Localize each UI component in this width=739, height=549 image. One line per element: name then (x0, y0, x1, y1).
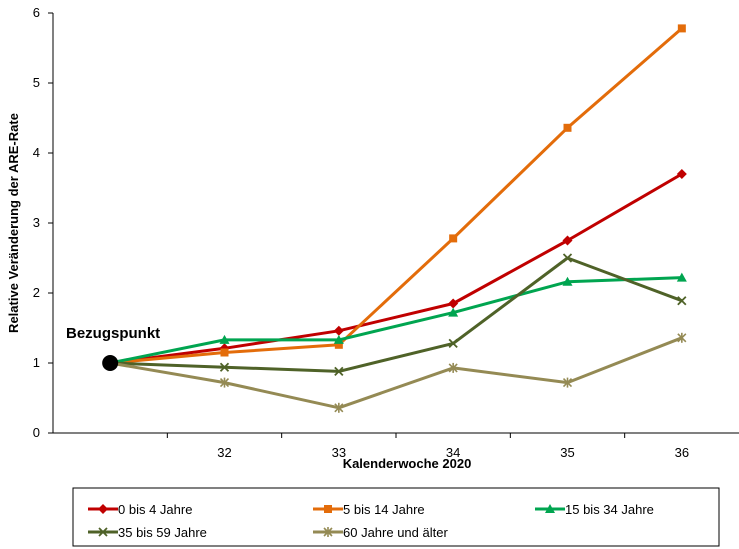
legend-label: 5 bis 14 Jahre (343, 502, 425, 517)
x-tick-label: 35 (560, 445, 574, 460)
series-line (109, 172, 683, 365)
reference-point-layer (102, 355, 119, 371)
legend-swatch-marker (98, 527, 108, 537)
data-point (448, 362, 458, 373)
legend-item: 60 Jahre und älter (313, 525, 448, 540)
series-line (109, 336, 683, 410)
legend-label: 60 Jahre und älter (343, 525, 448, 540)
data-point (219, 362, 230, 372)
data-point (677, 24, 686, 33)
data-point (562, 235, 573, 246)
data-point (220, 348, 229, 357)
series-line (109, 276, 682, 365)
legend-label: 35 bis 59 Jahre (118, 525, 207, 540)
x-axis-title: Kalenderwoche 2020 (343, 456, 472, 471)
legend-box (72, 487, 720, 547)
x-tick-label: 32 (217, 445, 231, 460)
legend-label: 0 bis 4 Jahre (118, 502, 192, 517)
data-point (448, 338, 458, 349)
y-tick-label: 1 (33, 355, 40, 370)
data-point (676, 169, 687, 179)
data-point (562, 377, 573, 388)
reference-point-marker (102, 355, 119, 371)
y-tick-label: 4 (33, 145, 40, 160)
data-point (334, 366, 344, 377)
legend-swatch-marker (323, 527, 333, 537)
data-point (219, 377, 230, 388)
series-layer (109, 24, 687, 413)
legend-item: 5 bis 14 Jahre (313, 502, 425, 517)
data-point (563, 123, 572, 132)
bezugspunkt-annotation: Bezugspunkt (66, 325, 160, 342)
data-point (677, 296, 687, 306)
series-line (110, 27, 683, 365)
series-3 (109, 272, 687, 365)
data-point (676, 272, 687, 282)
data-point (677, 332, 687, 343)
data-point (333, 325, 344, 336)
legend-swatch-marker (98, 504, 108, 514)
data-point (448, 307, 459, 317)
series-5 (109, 332, 687, 413)
x-tick-label: 36 (675, 445, 689, 460)
x-tick-label: 34 (446, 445, 460, 460)
legend-item: 15 bis 34 Jahre (535, 502, 654, 517)
x-tick-label: 33 (332, 445, 346, 460)
y-axis-title: Relative Veränderung der ARE-Rate (6, 113, 21, 333)
data-point (562, 253, 573, 263)
series-2 (110, 24, 686, 365)
x-axis: 32 33 34 35 36 (166, 433, 689, 460)
data-point (449, 234, 458, 243)
legend-label: 15 bis 34 Jahre (565, 502, 654, 517)
data-point (333, 334, 344, 344)
series-1 (109, 169, 687, 365)
data-point (219, 334, 230, 344)
y-tick-label: 6 (33, 5, 40, 20)
legend-swatch-marker (324, 505, 332, 513)
data-point (562, 276, 573, 286)
y-tick-label: 2 (33, 285, 40, 300)
legend: 0 bis 4 Jahre 5 bis 14 Jahre 15 bis 34 Jah… (72, 487, 720, 547)
y-tick-label: 0 (33, 425, 40, 440)
y-axis: 0 1 2 3 4 5 6 (33, 5, 53, 440)
y-tick-label: 3 (33, 215, 40, 230)
y-tick-label: 5 (33, 75, 40, 90)
data-point (334, 340, 343, 349)
series-4 (110, 253, 687, 377)
legend-item: 0 bis 4 Jahre (88, 502, 192, 517)
series-line (110, 256, 683, 373)
legend-item: 35 bis 59 Jahre (88, 525, 207, 540)
data-point (334, 402, 344, 413)
legend-swatch-marker (545, 504, 555, 513)
data-point (448, 298, 459, 309)
